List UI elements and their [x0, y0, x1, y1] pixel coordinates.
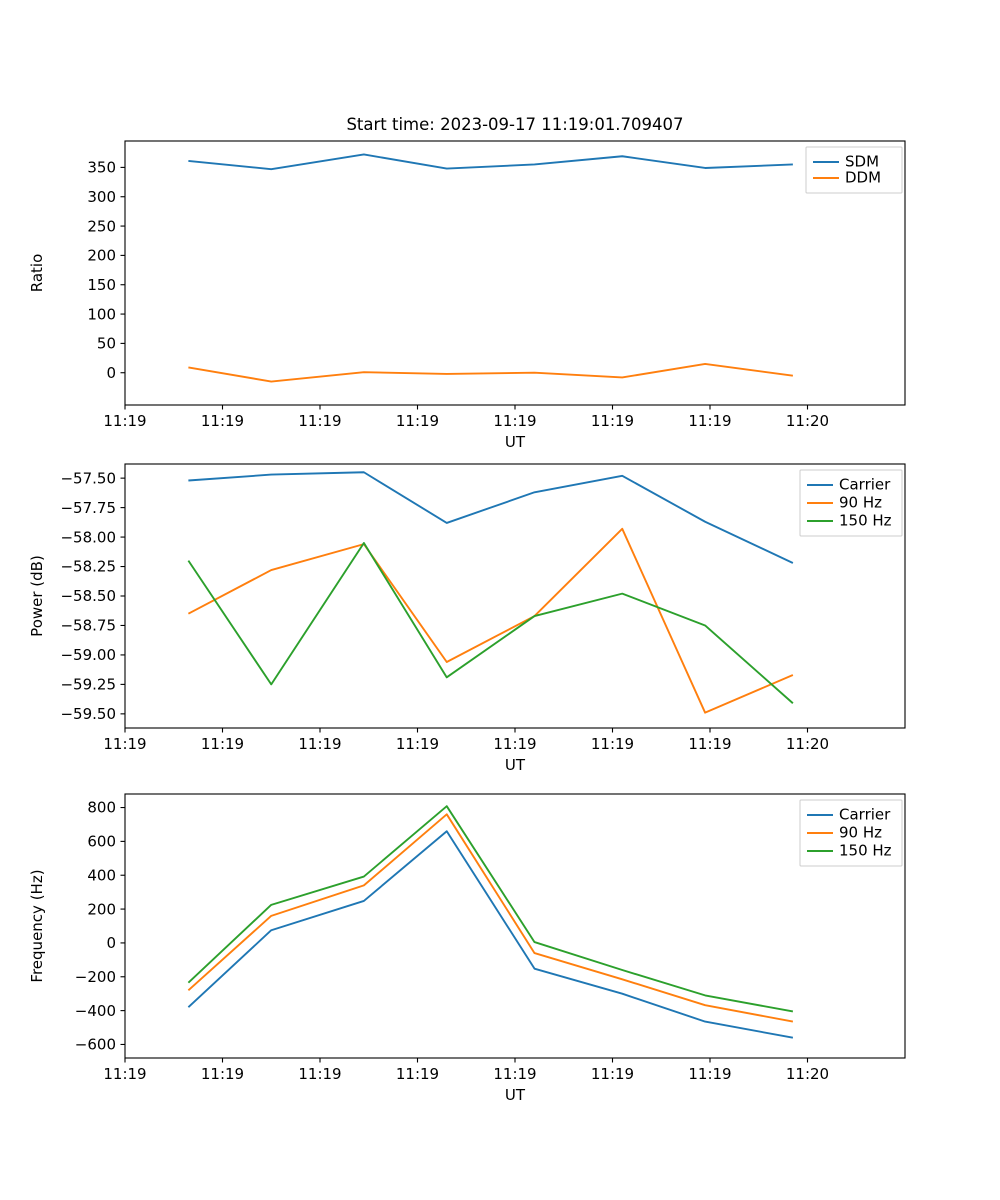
frequency-plot-frame — [124, 793, 906, 1059]
ratio-subplot: Start time: 2023-09-17 11:19:01.709407 0… — [0, 0, 1000, 455]
series-line-90-hz — [187, 813, 794, 1023]
x-tick-label: 11:19 — [201, 1065, 244, 1083]
frequency-y-ticks: −600 −400 −200 0 200 400 600 800 — [75, 799, 125, 1054]
y-tick-label: 50 — [97, 335, 116, 353]
power-y-ticks: −57.50 −57.75 −58.00 −58.25 −58.50 −58.75 −59.… — [60, 469, 125, 723]
x-tick-label: 11:19 — [103, 1065, 146, 1083]
frequency-series-group — [187, 805, 794, 1039]
legend-frame — [805, 146, 903, 194]
series-line-150-hz — [187, 542, 794, 704]
y-tick-label: −59.25 — [60, 676, 116, 694]
legend-frame — [799, 469, 903, 537]
x-tick-label: 11:19 — [396, 412, 439, 430]
x-tick-label: 11:19 — [201, 412, 244, 430]
legend-label[interactable]: 150 Hz — [839, 512, 892, 530]
power-plot-frame — [124, 463, 906, 729]
legend-label[interactable]: 90 Hz — [839, 494, 882, 512]
power-xlabel: UT — [505, 756, 526, 774]
x-tick-label: 11:19 — [103, 735, 146, 753]
ratio-ylabel: Ratio — [28, 254, 46, 293]
x-tick-label: 11:19 — [298, 1065, 341, 1083]
legend-label[interactable]: 90 Hz — [839, 824, 882, 842]
x-tick-label: 11:19 — [493, 735, 536, 753]
frequency-subplot: −600 −400 −200 0 200 400 600 800 11:19 11:19 11:1… — [0, 780, 1000, 1200]
y-tick-label: 0 — [106, 934, 116, 952]
y-tick-label: 400 — [87, 866, 116, 884]
x-tick-label: 11:19 — [298, 412, 341, 430]
ratio-xlabel: UT — [505, 433, 526, 451]
y-tick-label: 800 — [87, 799, 116, 817]
y-tick-label: 250 — [87, 217, 116, 235]
x-tick-label: 11:19 — [103, 412, 146, 430]
y-tick-label: −57.50 — [60, 469, 116, 487]
x-tick-label: 11:20 — [786, 412, 829, 430]
series-line-sdm — [188, 153, 793, 171]
legend-label[interactable]: Carrier — [839, 806, 891, 824]
x-tick-label: 11:19 — [396, 1065, 439, 1083]
x-tick-label: 11:20 — [786, 735, 829, 753]
frequency-xlabel: UT — [505, 1086, 526, 1104]
ratio-plot-frame — [124, 140, 906, 406]
y-tick-label: −58.25 — [60, 558, 116, 576]
power-ylabel: Power (dB) — [28, 555, 46, 637]
y-tick-label: −400 — [75, 1002, 116, 1020]
frequency-ylabel: Frequency (Hz) — [28, 869, 46, 982]
frequency-x-ticks: 11:19 11:19 11:19 11:19 11:19 11:19 11:19 11:20 — [103, 1058, 829, 1083]
ratio-y-ticks: 0 50 100 150 200 250 300 350 — [87, 159, 125, 382]
x-tick-label: 11:19 — [493, 412, 536, 430]
x-tick-label: 11:20 — [786, 1065, 829, 1083]
series-line-90-hz — [187, 527, 794, 714]
x-tick-label: 11:19 — [591, 1065, 634, 1083]
series-line-ddm — [188, 362, 794, 383]
series-line-150-hz — [187, 805, 794, 1013]
x-tick-label: 11:19 — [591, 412, 634, 430]
x-tick-label: 11:19 — [688, 412, 731, 430]
power-series-group — [187, 471, 794, 714]
series-line-carrier — [187, 830, 794, 1039]
y-tick-label: 0 — [106, 364, 116, 382]
y-tick-label: 200 — [87, 900, 116, 918]
legend-label[interactable]: 150 Hz — [839, 842, 892, 860]
power-x-ticks: 11:19 11:19 11:19 11:19 11:19 11:19 11:19 11:20 — [103, 728, 829, 753]
y-tick-label: 150 — [87, 276, 116, 294]
ratio-x-ticks: 11:19 11:19 11:19 11:19 11:19 11:19 11:19 11:20 — [103, 405, 829, 430]
x-tick-label: 11:19 — [201, 735, 244, 753]
legend-label[interactable]: DDM — [845, 169, 881, 187]
power-subplot: −57.50 −57.75 −58.00 −58.25 −58.50 −58.75 −59.… — [0, 455, 1000, 780]
x-tick-label: 11:19 — [688, 1065, 731, 1083]
x-tick-label: 11:19 — [298, 735, 341, 753]
series-line-carrier — [188, 471, 794, 564]
x-tick-label: 11:19 — [688, 735, 731, 753]
y-tick-label: −59.50 — [60, 705, 116, 723]
x-tick-label: 11:19 — [591, 735, 634, 753]
x-tick-label: 11:19 — [493, 1065, 536, 1083]
ratio-series-group — [188, 153, 794, 383]
y-tick-label: 200 — [87, 247, 116, 265]
ratio-plot-svg: Start time: 2023-09-17 11:19:01.709407 0… — [28, 115, 906, 451]
y-tick-label: −58.75 — [60, 617, 116, 635]
power-plot-svg: −57.50 −57.75 −58.00 −58.25 −58.50 −58.75 −59.… — [28, 463, 906, 774]
y-tick-label: −59.00 — [60, 646, 116, 664]
y-tick-label: 300 — [87, 188, 116, 206]
y-tick-label: −58.00 — [60, 528, 116, 546]
y-tick-label: 100 — [87, 305, 116, 323]
legend-label[interactable]: SDM — [845, 153, 879, 171]
y-tick-label: 350 — [87, 159, 116, 177]
y-tick-label: −58.50 — [60, 587, 116, 605]
legend-label[interactable]: Carrier — [839, 476, 891, 494]
figure-title: Start time: 2023-09-17 11:19:01.709407 — [346, 115, 683, 134]
y-tick-label: −200 — [75, 968, 116, 986]
y-tick-label: 600 — [87, 833, 116, 851]
legend-frame — [799, 799, 903, 867]
y-tick-label: −600 — [75, 1036, 116, 1054]
x-tick-label: 11:19 — [396, 735, 439, 753]
y-tick-label: −57.75 — [60, 499, 116, 517]
